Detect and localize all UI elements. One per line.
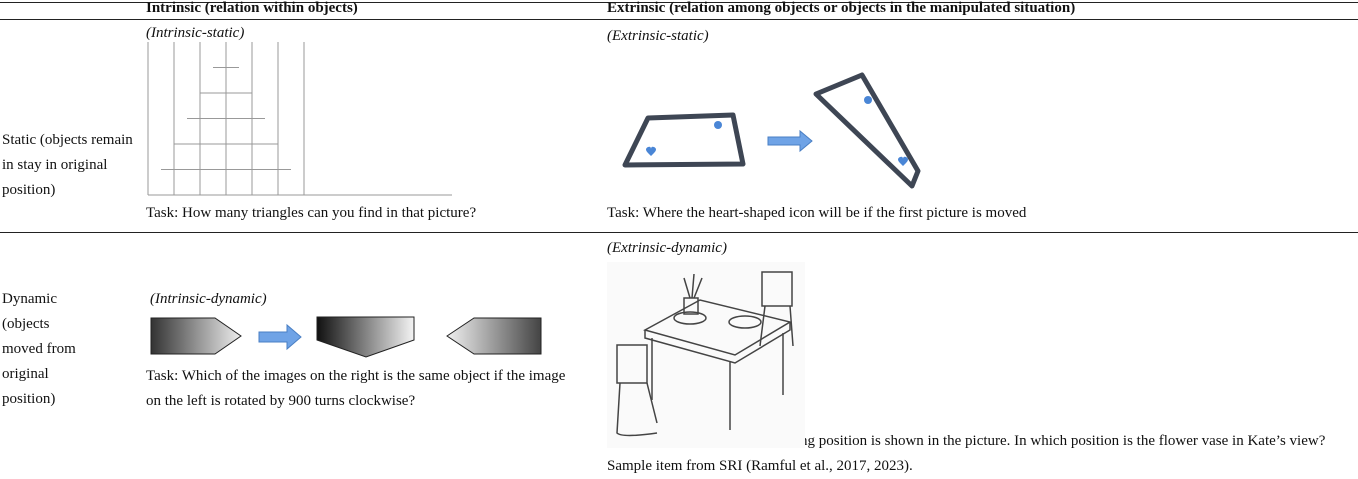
rule: [0, 19, 1358, 20]
row-label: Static (objects remain in stay in origin…: [2, 132, 133, 198]
task: Task: How many triangles can you find in…: [146, 205, 477, 221]
task: Task: Where the heart-shaped icon will b…: [607, 205, 1027, 221]
rule: [0, 2, 1358, 3]
caption: (Extrinsic-static): [607, 28, 709, 44]
caption: (Extrinsic-dynamic): [607, 240, 727, 256]
task: Task: Which of the images on the right i…: [146, 368, 566, 409]
column-header: Extrinsic (relation among objects or obj…: [607, 0, 1076, 16]
row-label: Dynamic (objects moved from original pos…: [2, 291, 76, 407]
caption: (Intrinsic-dynamic): [150, 291, 267, 307]
column-header: Intrinsic (relation within objects): [146, 0, 358, 16]
caption: (Intrinsic-static): [146, 25, 245, 41]
trapezoid-figure: [622, 72, 921, 189]
rule: [0, 232, 1358, 233]
pentagon-figure: [150, 316, 542, 358]
table-figure: [607, 262, 805, 448]
triangle-figure: [147, 42, 452, 196]
